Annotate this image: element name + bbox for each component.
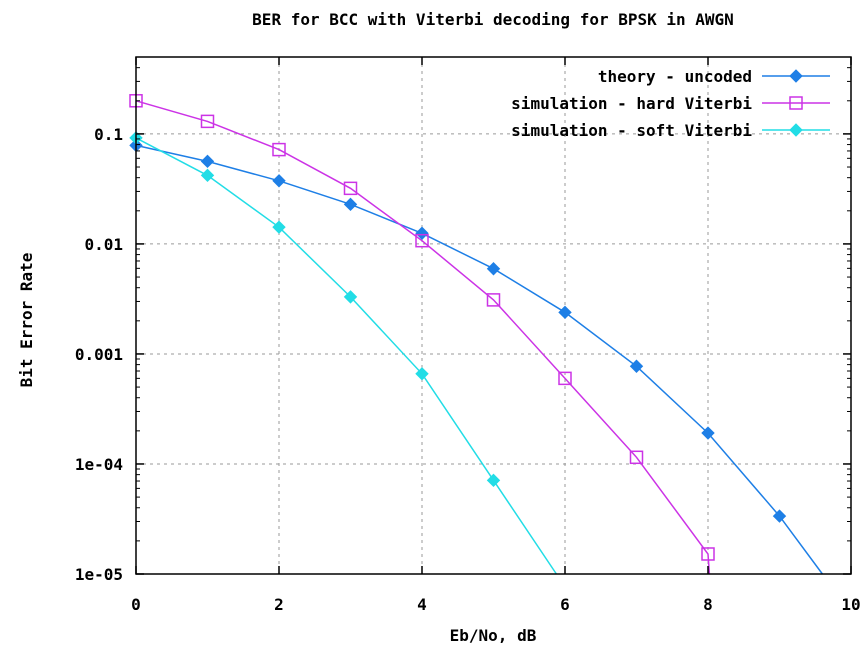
- data-point: [415, 226, 429, 240]
- data-point: [558, 305, 572, 320]
- data-point: [486, 293, 501, 307]
- series-line: [135, 100, 711, 575]
- legend: theory - uncoded simulation - hard Viterb…: [511, 67, 830, 140]
- data-point: [486, 473, 501, 488]
- data-point: [629, 450, 644, 465]
- data-point: [415, 233, 429, 248]
- data-point: [629, 359, 644, 373]
- y-tick-label: 0.001: [75, 345, 123, 364]
- x-tick-label: 10: [841, 595, 860, 614]
- legend-item-3: simulation - soft Viterbi: [511, 121, 830, 140]
- plot-frame: [135, 56, 852, 575]
- data-point: [272, 174, 286, 188]
- data-point: [701, 426, 715, 440]
- y-axis-label: Bit Error Rate: [17, 253, 36, 388]
- data-point: [200, 154, 215, 169]
- y-tick-label: 0.1: [94, 125, 123, 144]
- grid-lines: [136, 57, 851, 574]
- legend-label: simulation - soft Viterbi: [511, 121, 752, 140]
- x-tick-label: 0: [131, 595, 141, 614]
- data-point: [343, 290, 358, 304]
- y-tick-label: 1e-04: [75, 455, 123, 474]
- x-tick-label: 8: [703, 595, 713, 614]
- legend-label: simulation - hard Viterbi: [511, 94, 752, 113]
- x-axis-label: Eb/No, dB: [450, 626, 537, 645]
- x-tick-label: 6: [560, 595, 570, 614]
- series-1: [129, 138, 824, 575]
- data-point: [343, 181, 358, 196]
- legend-swatch-marker: [789, 96, 803, 110]
- data-point: [772, 509, 787, 523]
- legend-item-2: simulation - hard Viterbi: [511, 94, 830, 113]
- legend-swatch-marker: [789, 69, 803, 83]
- y-tick-label: 1e-05: [75, 565, 123, 584]
- data-point: [272, 220, 286, 234]
- data-point: [486, 262, 501, 276]
- series-3: [129, 131, 558, 575]
- data-point: [200, 168, 215, 183]
- series-line: [135, 144, 824, 575]
- data-point: [701, 547, 715, 561]
- x-tick-label: 4: [417, 595, 427, 614]
- legend-swatch-marker: [789, 123, 803, 137]
- legend-item-1: theory - uncoded: [598, 67, 830, 86]
- data-point: [200, 114, 215, 129]
- y-tick-label: 0.01: [84, 235, 123, 254]
- data-point: [272, 142, 286, 157]
- chart-title: BER for BCC with Viterbi decoding for BP…: [252, 10, 734, 29]
- axis-ticks: 0 2 4 6 8 10 0.1 0.01 0.001 1e-04 1e-05: [75, 56, 861, 614]
- data-point: [343, 197, 358, 212]
- data-point: [415, 367, 429, 381]
- series-2: [129, 94, 715, 575]
- legend-label: theory - uncoded: [598, 67, 752, 86]
- data-point: [558, 371, 572, 386]
- series-layer: [129, 94, 824, 575]
- x-tick-label: 2: [274, 595, 284, 614]
